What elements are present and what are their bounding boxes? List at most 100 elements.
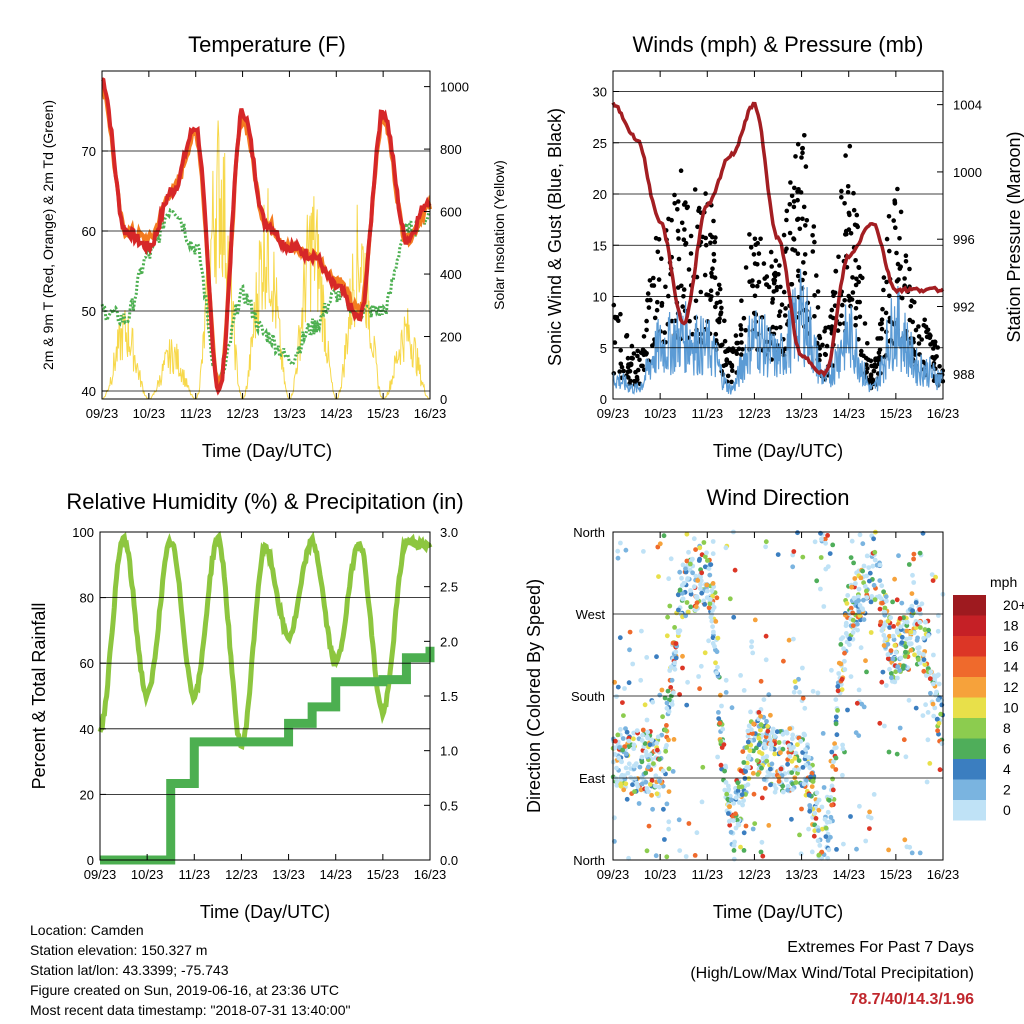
direction-point [714, 670, 719, 676]
gust-point [871, 368, 877, 374]
gust-point [913, 327, 919, 333]
direction-point [831, 759, 836, 765]
humidity-left-axis: 0 20 40 60 80 100 [72, 525, 106, 868]
gust-point [644, 318, 649, 324]
direction-point [817, 843, 823, 848]
direction-point [897, 725, 903, 731]
x-tick-label: 14/23 [832, 867, 865, 882]
direction-point [693, 547, 698, 552]
direction-point [807, 808, 813, 814]
direction-point [738, 768, 744, 774]
direction-point [615, 732, 621, 738]
gust-point [637, 357, 642, 363]
gust-point [758, 236, 763, 242]
direction-point [854, 700, 860, 706]
gust-point [713, 331, 719, 337]
direction-point [780, 789, 786, 795]
extremes-box: Extremes For Past 7 Days (High/Low/Max W… [690, 935, 974, 1013]
direction-point [861, 597, 866, 603]
direction-point [778, 766, 784, 772]
gust-point [722, 338, 728, 344]
direction-point [880, 669, 886, 675]
direction-point [849, 538, 855, 544]
humidity-series-group [97, 530, 435, 865]
temperature-left-label: 2m & 9m T (Red, Orange) & 2m Td (Green) [40, 100, 56, 370]
direction-point [706, 638, 711, 644]
direction-point [806, 826, 811, 832]
gust-point [864, 362, 869, 368]
direction-point [788, 746, 794, 752]
legend-label: 6 [1003, 741, 1011, 757]
direction-point [880, 600, 885, 606]
direction-point [901, 737, 907, 743]
direction-point [666, 819, 672, 825]
gust-point [621, 368, 626, 374]
gust-point [862, 321, 868, 326]
gust-point [679, 283, 684, 289]
direction-point [738, 844, 743, 850]
gust-point [711, 251, 717, 257]
direction-point [639, 628, 644, 634]
direction-point [855, 594, 861, 600]
direction-point [768, 766, 773, 772]
gust-point [715, 291, 720, 296]
temperature-title: Temperature (F) [188, 32, 346, 57]
direction-point [861, 580, 866, 586]
gust-point [752, 236, 758, 242]
direction-point [912, 652, 917, 658]
direction-point [659, 687, 665, 693]
direction-point [643, 770, 649, 776]
direction-point [894, 751, 900, 757]
y-tick-label: 40 [82, 384, 96, 399]
temperature-plot-frame [101, 70, 431, 400]
direction-point [731, 800, 737, 806]
direction-point [758, 849, 764, 855]
direction-point [823, 540, 828, 546]
gust-point [618, 311, 623, 317]
direction-point [877, 606, 883, 612]
gust-point [683, 200, 688, 205]
direction-point [772, 789, 778, 795]
direction-point [892, 576, 897, 582]
direction-point [620, 736, 626, 741]
direction-point [789, 770, 795, 775]
direction-point [832, 745, 838, 751]
station-latlon: Station lat/lon: 43.3399; -75.743 [30, 962, 229, 978]
gust-point [868, 373, 874, 379]
direction-left-axis: North East South West North [571, 525, 605, 868]
x-tick-label: 10/23 [644, 867, 677, 882]
direction-point [802, 705, 808, 711]
gust-point [770, 300, 775, 305]
direction-point [710, 551, 716, 557]
direction-point [872, 557, 878, 563]
direction-point [889, 678, 895, 684]
direction-point [899, 640, 905, 645]
direction-point [888, 615, 894, 621]
gust-point [727, 360, 733, 366]
direction-point [811, 833, 817, 839]
gust-point [787, 202, 793, 207]
direction-point [662, 837, 667, 842]
gust-point [851, 207, 857, 213]
direction-point [749, 644, 754, 650]
direction-point [644, 734, 650, 740]
direction-point [823, 566, 829, 572]
direction-point [807, 803, 813, 808]
direction-point [726, 783, 731, 789]
gust-point [761, 261, 767, 266]
direction-point [655, 747, 660, 753]
gust-point [625, 364, 631, 370]
direction-point [842, 667, 848, 672]
direction-point [808, 774, 813, 780]
direction-point [700, 764, 706, 770]
direction-tick-label: West [576, 607, 606, 622]
gust-point [833, 268, 838, 274]
x-tick-label: 12/23 [738, 406, 771, 421]
direction-point [739, 792, 745, 797]
direction-point [800, 554, 806, 560]
direction-point [746, 765, 751, 770]
direction-point [632, 762, 638, 768]
gust-point [779, 302, 785, 308]
direction-point [720, 726, 726, 732]
direction-point [882, 723, 887, 729]
